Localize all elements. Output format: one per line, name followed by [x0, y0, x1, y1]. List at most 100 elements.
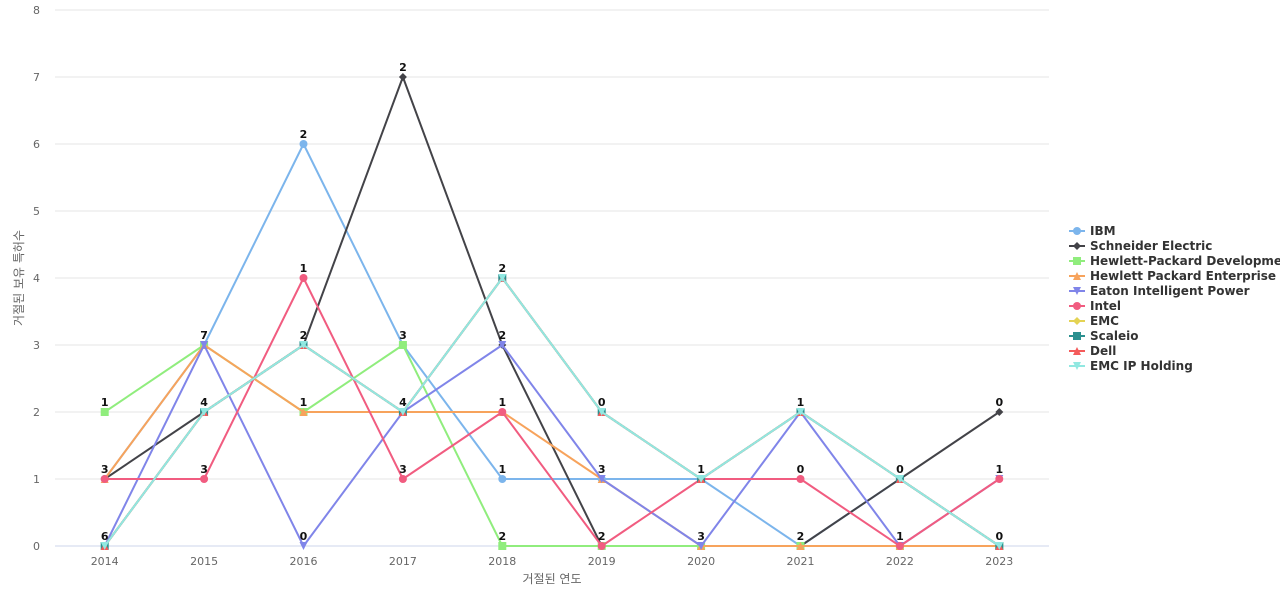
data-label: 2 — [598, 530, 606, 543]
x-tick-label: 2019 — [588, 555, 616, 568]
data-label: 1 — [101, 396, 109, 409]
data-label: 6 — [101, 530, 109, 543]
data-point — [299, 542, 308, 550]
legend-item[interactable]: EMC — [1069, 314, 1119, 328]
data-point — [796, 542, 805, 550]
y-tick-label: 5 — [33, 205, 40, 218]
x-tick-label: 2021 — [787, 555, 815, 568]
legend-label: IBM — [1090, 224, 1116, 238]
data-point — [796, 408, 805, 416]
data-point — [995, 542, 1004, 550]
x-axis-title: 거절된 연도 — [522, 572, 581, 586]
data-label: 3 — [598, 463, 606, 476]
data-label: 4 — [399, 396, 407, 409]
data-point — [100, 475, 109, 483]
legend-item[interactable]: IBM — [1069, 224, 1116, 238]
y-tick-label: 7 — [33, 71, 40, 84]
data-point — [398, 408, 407, 416]
data-label: 0 — [896, 463, 904, 476]
legend-item[interactable]: Schneider Electric — [1069, 239, 1212, 253]
data-label: 7 — [200, 329, 208, 342]
legend-label: Scaleio — [1090, 329, 1138, 343]
data-label: 1 — [300, 396, 308, 409]
legend-item[interactable]: Dell — [1069, 344, 1116, 358]
x-tick-label: 2017 — [389, 555, 417, 568]
data-label: 2 — [399, 61, 407, 74]
legend-marker — [1073, 347, 1081, 355]
data-point — [299, 408, 308, 416]
y-tick-label: 0 — [33, 540, 40, 553]
series-3 — [100, 341, 1004, 550]
data-point — [398, 73, 407, 81]
legend-marker — [1073, 362, 1081, 370]
data-label: 3 — [200, 463, 208, 476]
data-labels: 1 3 6 7 4 3 2 1 2 1 0 2 3 4 3 2 2 1 1 2 0 3 2 1 3 1 0 2 0 1 0 1 0 — [101, 61, 1004, 543]
legend-marker — [1073, 242, 1081, 250]
legend-marker — [1073, 257, 1081, 265]
data-point — [498, 341, 507, 349]
data-point — [895, 475, 904, 483]
data-point — [697, 475, 706, 483]
x-tick-label: 2014 — [91, 555, 119, 568]
data-label: 2 — [498, 530, 506, 543]
data-label: 3 — [697, 530, 705, 543]
legend-item[interactable]: Hewlett-Packard Development — [1069, 254, 1280, 268]
legend-marker — [1073, 227, 1081, 235]
legend-label: Eaton Intelligent Power — [1090, 284, 1250, 298]
data-point — [995, 408, 1004, 416]
legend-item[interactable]: Scaleio — [1069, 329, 1138, 343]
series-line — [103, 277, 1000, 547]
data-point — [299, 140, 308, 148]
data-point — [398, 341, 407, 349]
legend-item[interactable]: Hewlett Packard Enterprise ... — [1069, 269, 1280, 283]
data-point — [498, 274, 507, 282]
legend-label: Dell — [1090, 344, 1116, 358]
data-point — [498, 475, 507, 483]
data-label: 1 — [697, 463, 705, 476]
data-point — [200, 475, 209, 483]
series-lines — [100, 73, 1004, 550]
data-label: 3 — [399, 463, 407, 476]
data-point — [299, 274, 308, 282]
y-tick-label: 3 — [33, 339, 40, 352]
legend-item[interactable]: Intel — [1069, 299, 1121, 313]
y-tick-label: 4 — [33, 272, 40, 285]
data-point — [697, 542, 706, 550]
data-label: 1 — [300, 262, 308, 275]
data-label: 1 — [498, 396, 506, 409]
data-label: 1 — [995, 463, 1003, 476]
data-point — [498, 408, 507, 416]
data-point — [398, 475, 407, 483]
data-point — [995, 475, 1004, 483]
data-point — [498, 542, 507, 550]
legend-item[interactable]: EMC IP Holding — [1069, 359, 1193, 373]
gridlines — [55, 9, 1049, 547]
x-tick-label: 2016 — [290, 555, 318, 568]
y-axis-ticks: 0 1 2 3 4 5 6 7 8 — [33, 4, 40, 553]
data-label: 2 — [498, 329, 506, 342]
x-tick-label: 2023 — [985, 555, 1013, 568]
series-line — [103, 344, 1000, 547]
data-label: 1 — [797, 396, 805, 409]
x-tick-label: 2022 — [886, 555, 914, 568]
data-point — [597, 408, 606, 416]
x-axis-ticks: 2014 2015 2016 2017 2018 2019 2020 2021 2022 2023 — [91, 555, 1014, 568]
data-point — [895, 542, 904, 550]
data-point — [200, 341, 209, 349]
data-label: 0 — [797, 463, 805, 476]
legend-label: Hewlett-Packard Development — [1090, 254, 1280, 268]
data-point — [100, 408, 109, 416]
x-tick-label: 2015 — [190, 555, 218, 568]
x-tick-label: 2020 — [687, 555, 715, 568]
data-label: 0 — [598, 396, 606, 409]
legend-item[interactable]: Eaton Intelligent Power — [1069, 284, 1250, 298]
y-axis-title: 거절된 보유 특허수 — [12, 230, 26, 326]
legend-label: Schneider Electric — [1090, 239, 1212, 253]
y-tick-label: 6 — [33, 138, 40, 151]
data-point — [100, 542, 109, 550]
data-point — [200, 408, 209, 416]
legend-label: EMC IP Holding — [1090, 359, 1193, 373]
legend-label: Intel — [1090, 299, 1121, 313]
